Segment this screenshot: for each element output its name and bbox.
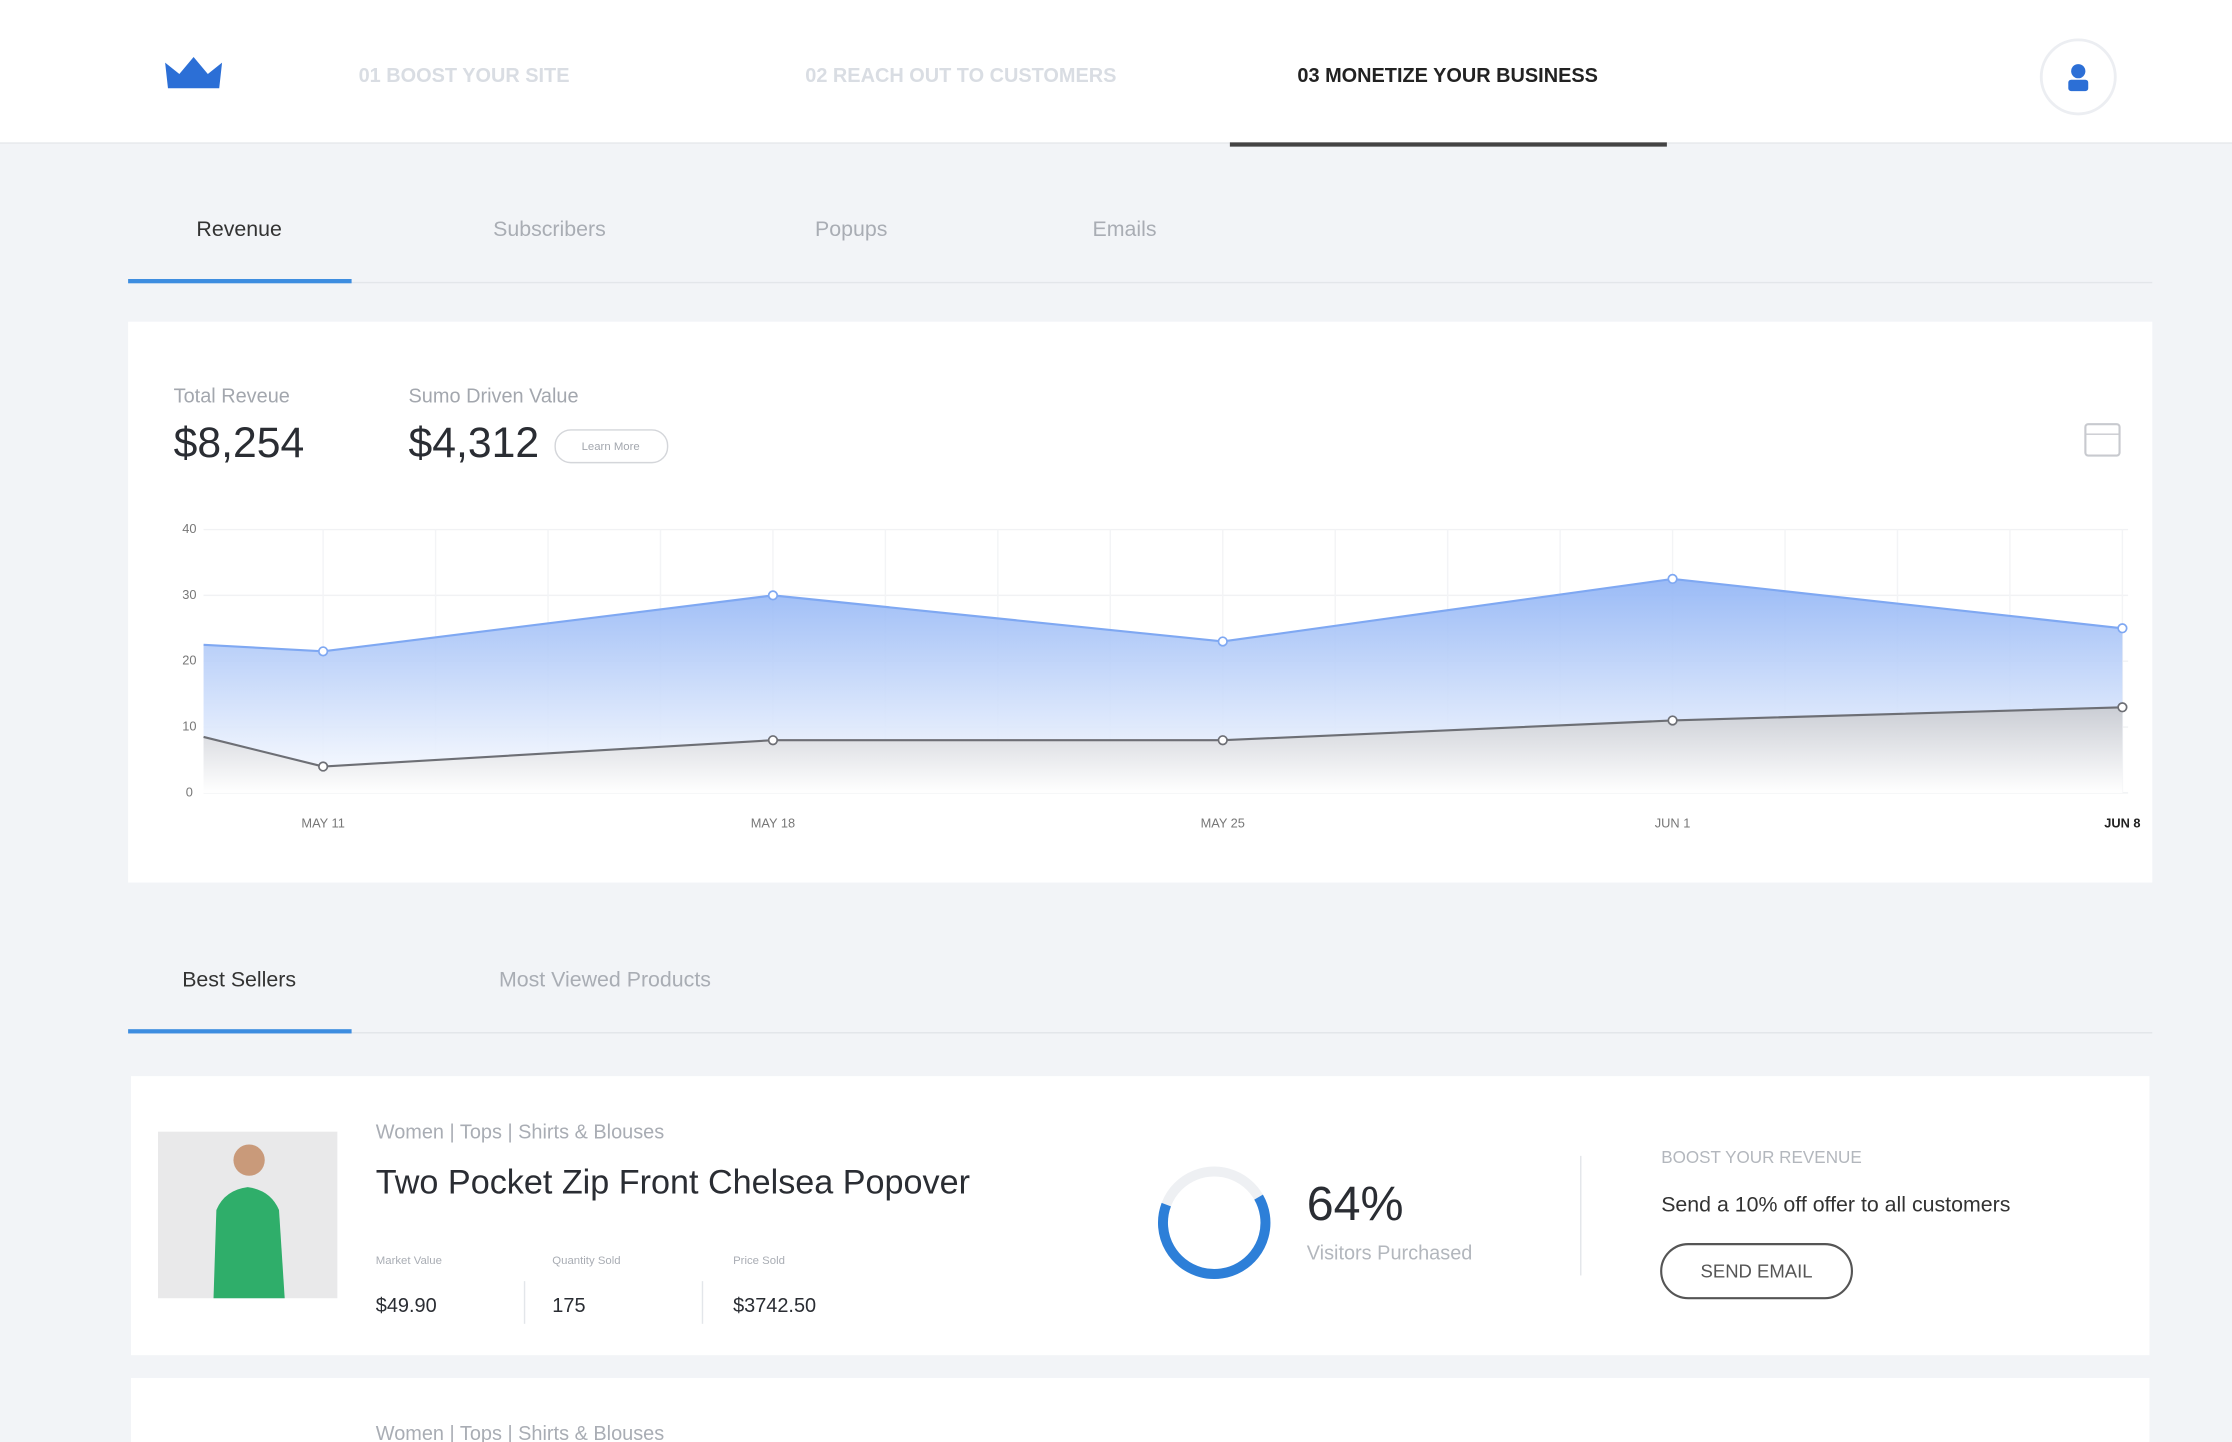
send-email-button[interactable] bbox=[1660, 1243, 1854, 1300]
y-tick-label: 20 bbox=[182, 653, 196, 668]
nav-item[interactable]: 03 MONETIZE YOUR BUSINESS bbox=[1297, 65, 1598, 87]
breadcrumb: Women | Tops | Shirts & Blouses bbox=[376, 1423, 664, 1442]
nav-underline bbox=[1229, 142, 1667, 147]
stat-label: Total Reveue bbox=[174, 385, 290, 407]
y-tick-label: 0 bbox=[186, 784, 193, 799]
tab[interactable]: Most Viewed Products bbox=[499, 967, 711, 991]
metric-label: Price Sold bbox=[733, 1255, 785, 1267]
metric-label: Quantity Sold bbox=[552, 1255, 620, 1267]
product-image-figure bbox=[233, 1144, 265, 1176]
line bbox=[203, 577, 2123, 653]
y-tick-label: 40 bbox=[182, 521, 196, 536]
boost-title: BOOST YOUR REVENUE bbox=[1661, 1148, 1862, 1167]
product-image-figure bbox=[213, 1187, 285, 1299]
product-name: Two Pocket Zip Front Chelsea Popover bbox=[376, 1163, 970, 1201]
point bbox=[1217, 636, 1228, 647]
purchase-label: Visitors Purchased bbox=[1307, 1242, 1473, 1264]
send-email[interactable]: SEND EMAIL bbox=[1701, 1260, 1813, 1281]
header bbox=[0, 0, 2232, 143]
line bbox=[203, 706, 2123, 768]
donut-arc bbox=[1157, 1166, 1271, 1280]
x-tick-label: JUN 1 bbox=[1655, 816, 1691, 831]
product-card bbox=[130, 1377, 2150, 1442]
x-tick-label: JUN 8 bbox=[2104, 816, 2140, 831]
x-tick-label: MAY 18 bbox=[751, 816, 795, 831]
point bbox=[318, 761, 329, 772]
stat-label: Sumo Driven Value bbox=[409, 385, 579, 407]
tab-underline bbox=[128, 1029, 352, 1034]
tab[interactable]: Emails bbox=[1093, 217, 1157, 241]
point bbox=[318, 646, 329, 657]
point bbox=[2117, 702, 2128, 713]
product-card bbox=[130, 1076, 2150, 1356]
point bbox=[767, 735, 779, 746]
tab[interactable]: Subscribers bbox=[493, 217, 606, 241]
nav-item[interactable]: 01 BOOST YOUR SITE bbox=[359, 65, 570, 87]
point bbox=[1667, 573, 1678, 585]
x-tick-label: MAY 11 bbox=[301, 816, 344, 831]
purchase-rate: 64% bbox=[1307, 1177, 1404, 1231]
user-icon bbox=[2068, 79, 2089, 92]
y-tick-label: 10 bbox=[182, 718, 196, 733]
metric-label: Market Value bbox=[376, 1255, 442, 1267]
logo[interactable] bbox=[165, 56, 223, 89]
x-tick-label: MAY 25 bbox=[1201, 816, 1245, 831]
tab[interactable]: Revenue bbox=[196, 217, 281, 241]
point bbox=[1667, 715, 1678, 726]
metric-value: $3742.50 bbox=[733, 1295, 816, 1317]
point bbox=[1217, 735, 1228, 746]
metric-value: 175 bbox=[552, 1295, 585, 1317]
breadcrumb: Women | Tops | Shirts & Blouses bbox=[376, 1121, 664, 1143]
point bbox=[2117, 623, 2128, 634]
tab[interactable]: Best Sellers bbox=[182, 967, 296, 991]
point bbox=[767, 590, 779, 601]
calendar-icon[interactable] bbox=[2084, 423, 2121, 457]
nav-item[interactable]: 02 REACH OUT TO CUSTOMERS bbox=[805, 65, 1116, 87]
tab-underline bbox=[128, 279, 352, 284]
y-tick-label: 30 bbox=[182, 587, 196, 602]
learn-more-button[interactable] bbox=[554, 429, 669, 464]
tab[interactable]: Popups bbox=[815, 217, 887, 241]
stat-value: $8,254 bbox=[174, 419, 305, 467]
area bbox=[203, 707, 2123, 793]
metric-value: $49.90 bbox=[376, 1295, 437, 1317]
user-icon bbox=[2071, 64, 2086, 79]
stat-value: $4,312 bbox=[409, 419, 540, 467]
boost-text: Send a 10% off offer to all customers bbox=[1661, 1192, 2010, 1216]
learn-more[interactable]: Learn More bbox=[582, 441, 640, 453]
